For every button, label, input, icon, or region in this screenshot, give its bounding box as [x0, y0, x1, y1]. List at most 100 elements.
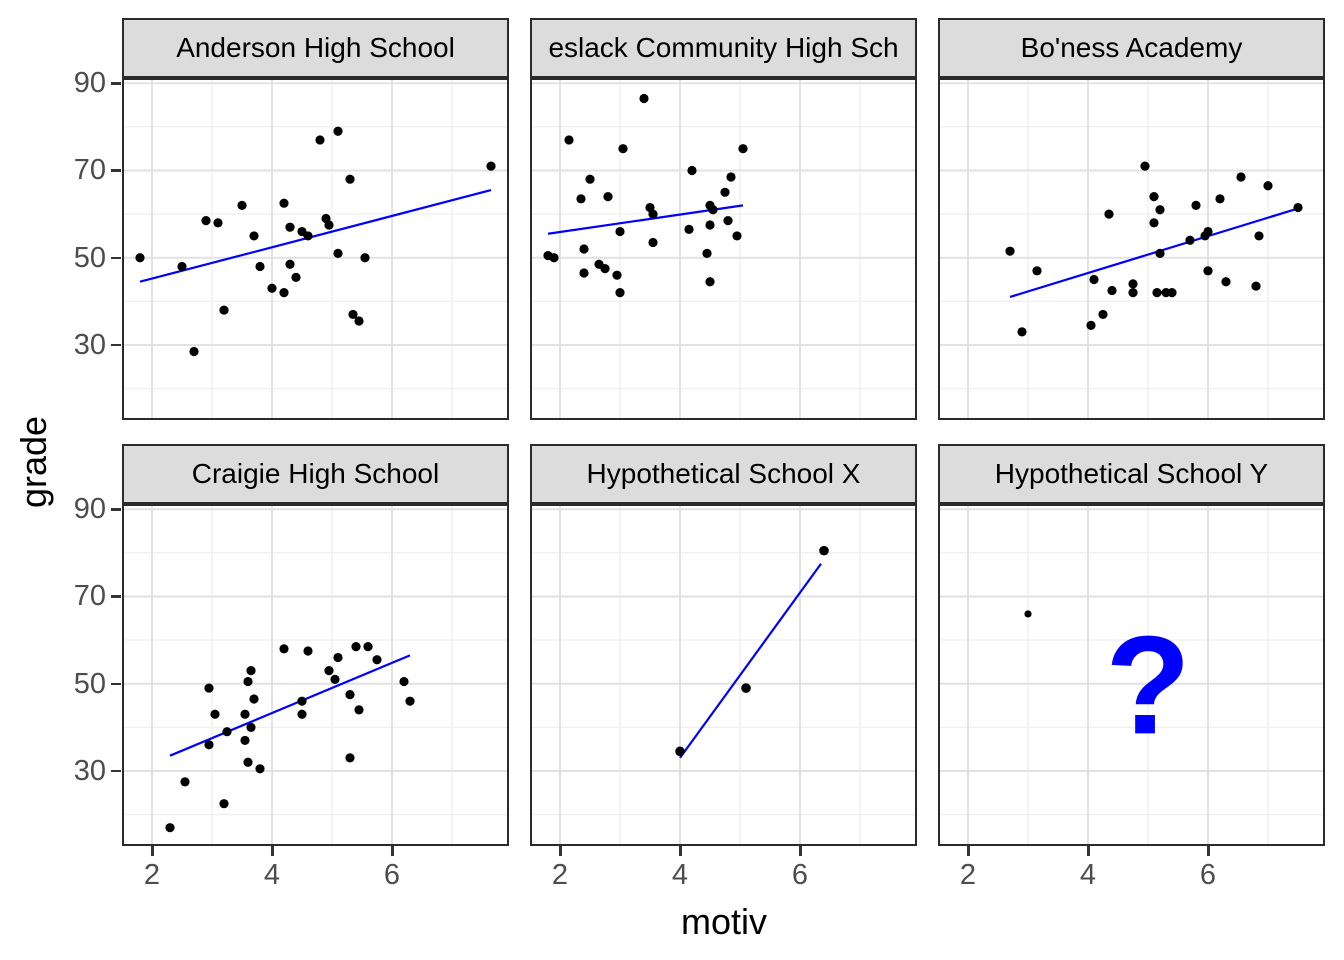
data-point: [345, 690, 355, 700]
facet-strip-anderson-high-school: Anderson High School: [122, 18, 509, 78]
data-point: [705, 277, 715, 287]
data-point: [1140, 161, 1150, 171]
data-point: [1236, 172, 1246, 182]
data-point: [267, 283, 277, 293]
y-tick-label: 70: [73, 154, 106, 187]
data-point: [1104, 209, 1114, 219]
facet-plot-hypothetical-school-x: [530, 504, 917, 846]
data-point: [1251, 281, 1261, 291]
trend-line: [679, 563, 822, 759]
data-point: [1032, 266, 1042, 276]
data-point: [213, 218, 223, 228]
data-points: [165, 642, 415, 833]
data-point: [354, 316, 364, 326]
x-tick-label: 2: [143, 859, 161, 891]
y-tick-mark: [111, 595, 121, 598]
facet-strip-craigie-high-school: Craigie High School: [122, 444, 509, 504]
x-tick-mark: [1207, 846, 1210, 856]
data-point: [189, 346, 199, 357]
data-point: [675, 746, 685, 757]
data-point: [303, 646, 313, 656]
data-point: [1155, 205, 1165, 215]
data-point: [297, 696, 307, 706]
trend-line: [1009, 206, 1302, 299]
data-point: [372, 655, 382, 665]
grid-minor: [938, 78, 1325, 420]
x-tick-mark: [151, 846, 154, 856]
data-points: [135, 126, 496, 357]
x-tick-label: 2: [551, 859, 569, 891]
data-point: [1017, 327, 1027, 337]
data-point: [1089, 274, 1099, 285]
data-point: [354, 705, 364, 715]
data-point: [1128, 279, 1138, 289]
data-point: [333, 248, 343, 258]
data-point: [600, 264, 610, 274]
x-tick-label: 2: [959, 859, 977, 891]
data-point: [219, 305, 229, 315]
data-point: [564, 135, 574, 145]
data-point: [330, 674, 340, 684]
y-tick-mark: [111, 682, 121, 686]
x-tick-label: 4: [671, 859, 689, 891]
data-point: [1221, 277, 1231, 287]
data-point: [1107, 285, 1117, 296]
data-point: [351, 642, 361, 652]
data-point: [291, 272, 301, 282]
x-tick-label: 6: [1199, 859, 1217, 891]
y-tick-label: 30: [73, 328, 106, 361]
data-point: [285, 222, 295, 232]
y-tick-mark: [111, 508, 121, 511]
x-tick-mark: [967, 846, 970, 856]
data-point: [819, 545, 829, 556]
facet-strip-bo-ness-academy: Bo'ness Academy: [938, 18, 1325, 78]
data-point: [705, 220, 715, 230]
x-tick-mark: [391, 846, 394, 856]
y-tick-label: 90: [73, 67, 106, 100]
facet-plot-eslack-community-high-sch: [530, 78, 917, 420]
data-point: [333, 126, 343, 136]
trend-line: [169, 654, 411, 757]
x-tick-mark: [559, 846, 562, 856]
data-point: [315, 135, 325, 145]
y-tick-label: 90: [73, 493, 106, 526]
grid-major: [122, 78, 509, 420]
data-point: [237, 200, 247, 210]
data-point: [1149, 218, 1159, 228]
x-tick-mark: [271, 846, 274, 856]
y-tick-label: 50: [73, 241, 106, 274]
data-point: [279, 644, 289, 654]
data-point: [1203, 266, 1213, 276]
grid-major: [938, 504, 1325, 846]
data-point: [255, 261, 265, 272]
data-point: [648, 209, 658, 219]
data-point: [615, 226, 625, 237]
grid-minor: [530, 504, 917, 846]
y-axis-title: grade: [13, 415, 54, 509]
data-point: [297, 709, 307, 719]
data-point: [348, 309, 358, 320]
data-point: [324, 220, 334, 230]
x-tick-mark: [679, 846, 682, 856]
grid-minor: [938, 504, 1325, 846]
data-point: [1086, 320, 1096, 330]
data-point: [210, 709, 220, 719]
data-point: [612, 270, 622, 280]
data-point: [219, 799, 229, 809]
facet-plot-craigie-high-school: [122, 504, 509, 846]
data-point: [222, 727, 232, 737]
data-point: [303, 231, 313, 241]
data-points: [543, 93, 748, 298]
data-point: [279, 198, 289, 208]
facet-strip-hypothetical-school-y: Hypothetical School Y: [938, 444, 1325, 504]
data-point: [1203, 226, 1213, 237]
data-point: [180, 777, 190, 787]
panel-border: [122, 504, 509, 846]
data-point: [360, 253, 370, 263]
y-tick-mark: [111, 769, 121, 773]
data-point: [333, 652, 343, 663]
data-point: [615, 288, 625, 298]
y-tick-label: 50: [73, 667, 106, 700]
data-point: [708, 205, 718, 215]
data-point: [639, 93, 649, 104]
